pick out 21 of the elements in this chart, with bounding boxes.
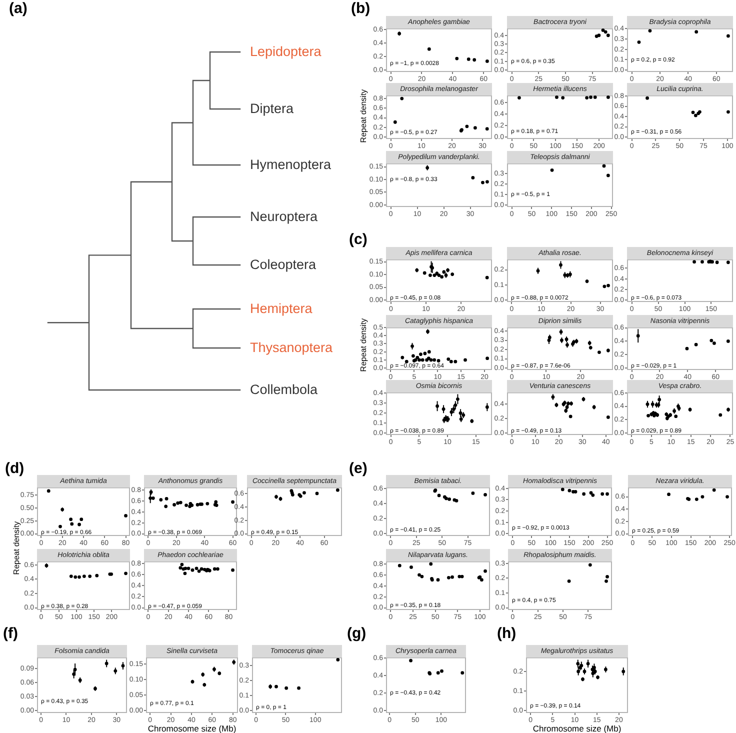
text: (a) [9, 0, 28, 17]
category-label: Hemiptera [250, 301, 312, 317]
text: (g) [347, 625, 366, 642]
text: (h) [497, 625, 516, 642]
category-label: Collembola [250, 382, 318, 398]
category-label: Hymenoptera [250, 157, 332, 173]
x-axis-title: Chromosome size (Mb) [532, 723, 622, 733]
category-label: Coleoptera [250, 257, 316, 273]
category-label: Thysanoptera [250, 340, 333, 356]
text: (b) [351, 0, 370, 17]
x-axis-title: Chromosome size (Mb) [148, 723, 236, 733]
text: (f) [3, 625, 18, 642]
category-label: Diptera [250, 101, 294, 117]
text: (c) [349, 231, 368, 248]
y-axis-title: Repeat density [359, 318, 369, 372]
category-label: Neuroptera [250, 209, 318, 225]
y-axis-title: Repeat density [359, 89, 369, 143]
y-axis-title: Repeat density [12, 521, 21, 575]
category-label: Lepidoptera [250, 44, 322, 60]
text: (e) [349, 460, 368, 477]
text: (d) [5, 460, 24, 477]
